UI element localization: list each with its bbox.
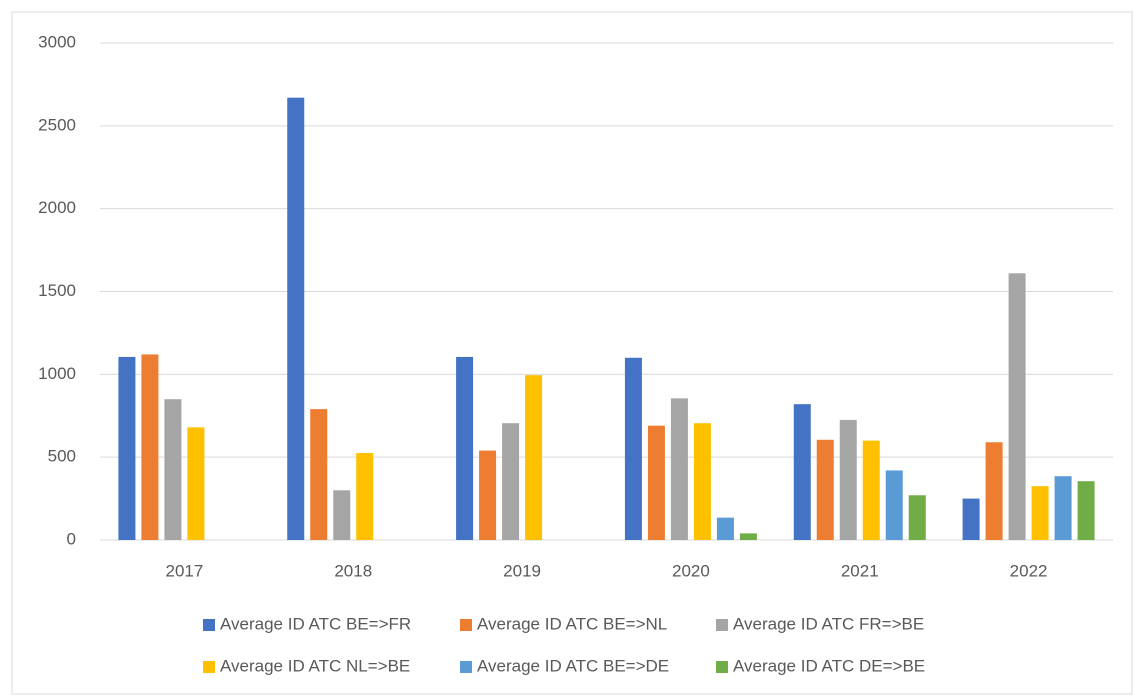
bar: [141, 354, 159, 540]
y-tick-label: 1500: [38, 281, 76, 300]
bar: [624, 357, 642, 540]
bar: [310, 409, 328, 540]
legend-label: Average ID ATC DE=>BE: [733, 656, 925, 675]
x-tick-label: 2022: [1010, 561, 1048, 580]
y-tick-label: 3000: [38, 32, 76, 51]
bar: [187, 427, 205, 540]
bar: [670, 398, 688, 540]
bar: [1031, 486, 1049, 540]
y-tick-label: 2500: [38, 115, 76, 134]
legend-label: Average ID ATC BE=>FR: [220, 614, 411, 633]
bar: [647, 425, 665, 540]
legend-label: Average ID ATC NL=>BE: [220, 656, 410, 675]
bar: [479, 450, 497, 540]
y-tick-label: 2000: [38, 198, 76, 217]
bar: [356, 453, 374, 540]
bar: [525, 375, 543, 540]
bar: [985, 442, 1003, 540]
chart-border: [11, 11, 1133, 695]
x-tick-label: 2021: [841, 561, 879, 580]
legend-swatch: [716, 661, 728, 673]
y-tick-label: 0: [67, 529, 76, 548]
bar: [885, 470, 903, 540]
bar: [333, 490, 351, 540]
bar: [816, 439, 834, 540]
legend-swatch: [203, 619, 215, 631]
bar: [908, 495, 926, 540]
x-tick-label: 2020: [672, 561, 710, 580]
bar: [287, 97, 305, 541]
bar: [164, 399, 182, 540]
bar: [502, 423, 520, 540]
bar: [793, 404, 811, 540]
x-tick-label: 2017: [166, 561, 204, 580]
legend-label: Average ID ATC BE=>NL: [477, 614, 667, 633]
x-tick-label: 2018: [334, 561, 372, 580]
bar: [739, 533, 757, 540]
legend-swatch: [203, 661, 215, 673]
bar: [1054, 476, 1072, 540]
legend-swatch: [460, 661, 472, 673]
legend-label: Average ID ATC BE=>DE: [477, 656, 669, 675]
bar: [962, 498, 980, 540]
bar: [456, 356, 474, 540]
bar: [716, 517, 734, 540]
bar: [839, 419, 857, 540]
bar: [1008, 273, 1026, 540]
x-tick-label: 2019: [503, 561, 541, 580]
bar: [1077, 481, 1095, 540]
y-tick-label: 1000: [38, 364, 76, 383]
bar: [118, 356, 136, 540]
legend-label: Average ID ATC FR=>BE: [733, 614, 924, 633]
legend-swatch: [460, 619, 472, 631]
bar: [862, 440, 880, 540]
legend-swatch: [716, 619, 728, 631]
y-tick-label: 500: [48, 447, 76, 466]
bar: [693, 423, 711, 540]
